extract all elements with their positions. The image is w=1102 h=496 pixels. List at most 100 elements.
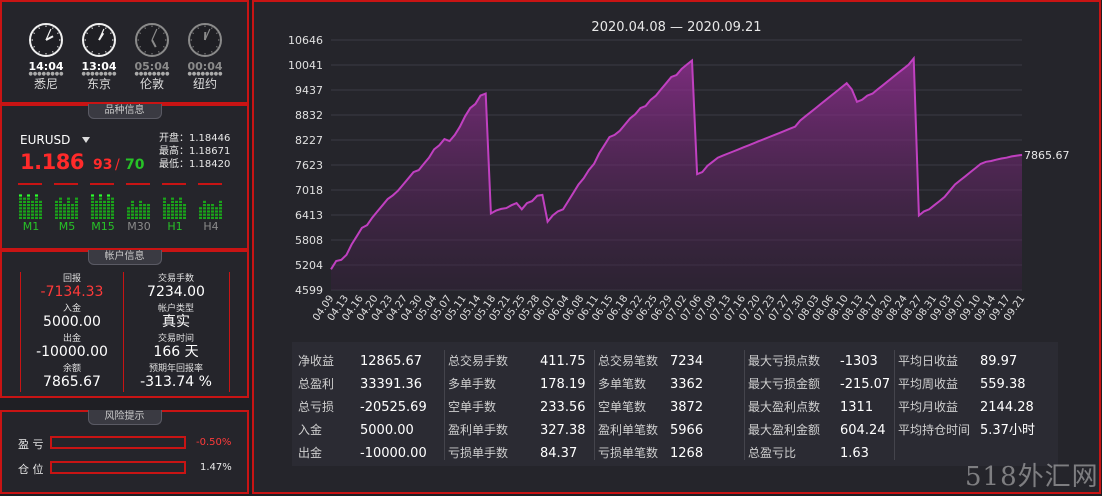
stats-value: 5.37小时 bbox=[980, 423, 1035, 438]
stats-label: 平均日收益 bbox=[898, 354, 959, 368]
stats-value: 33391.36 bbox=[360, 377, 423, 392]
stats-label: 总盈亏比 bbox=[748, 446, 797, 460]
stats-row: 亏损单笔数 1268 bbox=[598, 442, 703, 465]
chevron-down-icon[interactable] bbox=[82, 137, 90, 143]
timeframe-label[interactable]: H4 bbox=[203, 220, 219, 233]
stats-value: -1303 bbox=[840, 354, 878, 369]
open-price: 开盘：1.18446 bbox=[159, 133, 231, 144]
clock-dots: ●●●●●●●● bbox=[28, 71, 64, 77]
stats-row: 平均持仓时间 5.37小时 bbox=[898, 419, 1035, 442]
position-bar bbox=[50, 461, 186, 474]
timeframe-label[interactable]: M15 bbox=[91, 220, 115, 233]
stats-row: 总交易笔数 7234 bbox=[598, 350, 703, 373]
y-tick-label: 10041 bbox=[288, 59, 323, 72]
stats-value: 7234 bbox=[670, 354, 704, 369]
stats-label: 空单手数 bbox=[448, 400, 497, 414]
stats-label: 平均持仓时间 bbox=[898, 423, 971, 437]
return-block: 回报 -7134.33 bbox=[22, 274, 122, 301]
price-pips: 93 bbox=[93, 157, 113, 173]
timeframe-label[interactable]: M1 bbox=[22, 220, 40, 233]
stats-value: 3362 bbox=[670, 377, 704, 392]
stats-label: 盈利单手数 bbox=[448, 423, 509, 437]
deposit-block: 入金 5000.00 bbox=[22, 304, 122, 331]
stats-label: 多单手数 bbox=[448, 377, 497, 391]
balance-block: 余额 7865.67 bbox=[22, 364, 122, 391]
y-tick-label: 6413 bbox=[295, 209, 323, 222]
stats-value: 604.24 bbox=[840, 423, 886, 438]
price-main: 1.186 bbox=[20, 150, 84, 174]
stats-label: 空单笔数 bbox=[598, 400, 647, 414]
stats-row: 平均月收益 2144.28 bbox=[898, 396, 1034, 419]
trades-block: 交易手数 7234.00 bbox=[126, 274, 226, 301]
y-tick-label: 10646 bbox=[288, 34, 323, 47]
trade-time-block: 交易时间 166 天 bbox=[126, 334, 226, 361]
clock-time: 00:04 bbox=[187, 60, 223, 73]
account-divider-right bbox=[229, 272, 230, 392]
stats-row: 出金 -10000.00 bbox=[298, 442, 427, 465]
withdraw-value: -10000.00 bbox=[36, 344, 108, 360]
annual-return-value: -313.74 % bbox=[140, 374, 212, 390]
stats-row: 最大盈利金额 604.24 bbox=[748, 419, 886, 442]
clock-face-icon bbox=[29, 23, 63, 57]
stats-label: 总盈利 bbox=[298, 377, 335, 391]
equity-area bbox=[331, 58, 1022, 291]
world-clock-panel: 14:04 ●●●●●●●● 悉尼 13:04 ●●●●●●●● 东京 05:04 ●●●●●… bbox=[0, 0, 249, 104]
timeframe-meter-m15 bbox=[90, 183, 114, 219]
account-info-panel: 帐户信息 回报 -7134.33 交易手数 7234.00 入金 5000.00… bbox=[0, 250, 249, 398]
stats-value: -10000.00 bbox=[360, 446, 427, 461]
trades-label: 交易手数 bbox=[157, 274, 194, 284]
clock-face-icon bbox=[135, 23, 169, 57]
trades-value: 7234.00 bbox=[147, 284, 205, 300]
stats-label: 亏损单笔数 bbox=[598, 446, 659, 460]
pnl-value: -0.50% bbox=[196, 437, 232, 448]
symbol-info-panel: 品种信息 EURUSD 1.186 93 / 70 开盘：1.18446 最高：… bbox=[0, 104, 249, 250]
position-label: 仓 位 bbox=[18, 463, 44, 476]
stats-label: 最大盈利金额 bbox=[748, 423, 821, 437]
account-type-block: 帐户类型 真实 bbox=[126, 304, 226, 331]
chart-title: 2020.04.08 — 2020.09.21 bbox=[591, 20, 762, 35]
stats-row: 净收益 12865.67 bbox=[298, 350, 422, 373]
stats-value: 12865.67 bbox=[360, 354, 423, 369]
stats-value: 1.63 bbox=[840, 446, 869, 461]
stats-value: 178.19 bbox=[540, 377, 586, 392]
watermark-logo: 518外汇网 bbox=[965, 462, 1099, 492]
timeframe-label[interactable]: H1 bbox=[167, 220, 183, 233]
stats-label: 多单笔数 bbox=[598, 377, 647, 391]
y-tick-label: 8227 bbox=[295, 134, 323, 147]
timeframe-meter-h1 bbox=[162, 183, 186, 219]
equity-line bbox=[330, 55, 1023, 270]
clock-0: 14:04 ●●●●●●●● 悉尼 bbox=[26, 22, 66, 91]
stats-row: 最大亏损金额 -215.07 bbox=[748, 373, 890, 396]
withdraw-block: 出金 -10000.00 bbox=[22, 334, 122, 361]
annual-return-label: 预期年回报率 bbox=[148, 364, 203, 374]
stats-label: 亏损单手数 bbox=[448, 446, 509, 460]
clock-face-icon bbox=[82, 23, 116, 57]
account-type-value[interactable]: 真实 bbox=[162, 314, 190, 330]
stats-label: 入金 bbox=[298, 423, 323, 437]
equity-chart: 10646 10041 9437 8832 8227 7623 7018 6413 5808 52… bbox=[288, 34, 1070, 323]
symbol-selector[interactable]: EURUSD bbox=[20, 133, 71, 147]
y-tick-label: 5808 bbox=[295, 234, 323, 247]
stats-value: 1268 bbox=[670, 446, 704, 461]
clock-time: 13:04 bbox=[81, 60, 117, 73]
statistics-table: 净收益 12865.67 总盈利 33391.36 总亏损 -20525.69 入金 5000… bbox=[292, 342, 1058, 466]
return-label: 回报 bbox=[62, 274, 81, 284]
stats-row: 总盈利 33391.36 bbox=[298, 373, 422, 396]
y-tick-label: 4599 bbox=[295, 284, 323, 297]
timeframe-meter-m5 bbox=[54, 183, 78, 219]
account-panel-title: 帐户信息 bbox=[87, 250, 162, 265]
stats-row: 多单笔数 3362 bbox=[598, 373, 703, 396]
stats-label: 最大亏损金额 bbox=[748, 377, 821, 391]
clock-dots: ●●●●●●●● bbox=[187, 71, 223, 77]
timeframe-label[interactable]: M5 bbox=[58, 220, 76, 233]
stats-column-divider bbox=[444, 350, 445, 460]
y-tick-label: 9437 bbox=[295, 84, 323, 97]
stats-value: 233.56 bbox=[540, 400, 586, 415]
stats-row: 多单手数 178.19 bbox=[448, 373, 586, 396]
timeframe-meter-m30 bbox=[126, 183, 150, 219]
stats-row: 空单笔数 3872 bbox=[598, 396, 703, 419]
stats-value: -215.07 bbox=[840, 377, 891, 392]
timeframe-label[interactable]: M30 bbox=[127, 220, 151, 233]
stats-label: 总亏损 bbox=[298, 400, 335, 414]
balance-value: 7865.67 bbox=[43, 374, 101, 390]
